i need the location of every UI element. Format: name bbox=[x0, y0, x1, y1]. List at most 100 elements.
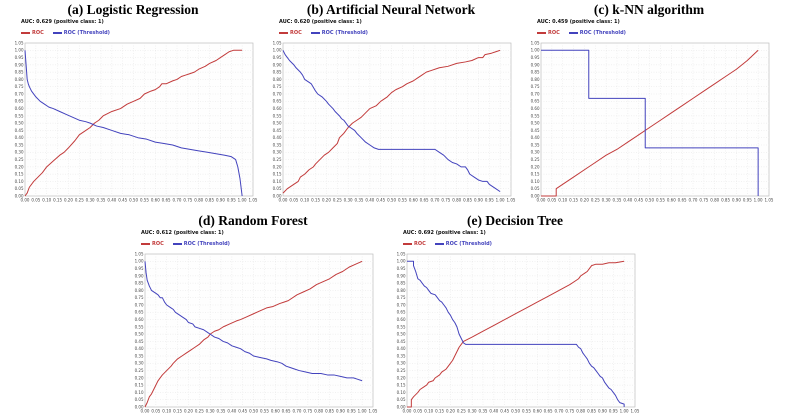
svg-text:0.15: 0.15 bbox=[15, 172, 24, 177]
svg-text:0.70: 0.70 bbox=[135, 302, 144, 307]
roc-line-swatch-icon bbox=[537, 32, 546, 34]
threshold-curve bbox=[144, 261, 363, 382]
svg-text:0.45: 0.45 bbox=[118, 198, 127, 203]
svg-text:0.80: 0.80 bbox=[314, 409, 323, 414]
chart-title-knn-algorithm: (c) k-NN algorithm bbox=[593, 2, 705, 17]
svg-text:0.70: 0.70 bbox=[431, 198, 440, 203]
svg-text:0.35: 0.35 bbox=[397, 353, 406, 358]
svg-text:1.05: 1.05 bbox=[369, 409, 378, 414]
svg-text:0.25: 0.25 bbox=[195, 409, 204, 414]
legend-item-roc-threshold: ROC (Threshold) bbox=[434, 241, 492, 247]
svg-text:0.25: 0.25 bbox=[457, 409, 466, 414]
svg-text:0.15: 0.15 bbox=[569, 198, 578, 203]
svg-text:0.00: 0.00 bbox=[403, 409, 412, 414]
plot-frame bbox=[282, 42, 512, 197]
svg-text:0.50: 0.50 bbox=[135, 332, 144, 337]
legend-label-roc-threshold: ROC (Threshold) bbox=[445, 241, 492, 247]
svg-text:0.05: 0.05 bbox=[547, 198, 556, 203]
chart-block-logistic-regression: (a) Logistic Regression AUC: 0.629 (posi… bbox=[8, 2, 258, 207]
svg-text:0.15: 0.15 bbox=[311, 198, 320, 203]
svg-text:0.65: 0.65 bbox=[162, 198, 171, 203]
svg-text:0.35: 0.35 bbox=[273, 142, 282, 147]
svg-text:0.95: 0.95 bbox=[531, 55, 540, 60]
svg-text:0.90: 0.90 bbox=[397, 273, 406, 278]
svg-text:0.20: 0.20 bbox=[397, 375, 406, 380]
svg-text:0.60: 0.60 bbox=[531, 106, 540, 111]
svg-text:0.00: 0.00 bbox=[135, 404, 144, 409]
plot-legend: ROC ROC (Threshold) bbox=[524, 29, 774, 37]
chart-block-knn-algorithm: (c) k-NN algorithm AUC: 0.459 (positive … bbox=[524, 2, 774, 207]
legend-label-roc-threshold: ROC (Threshold) bbox=[579, 30, 626, 36]
svg-text:0.55: 0.55 bbox=[135, 324, 144, 329]
svg-text:0.10: 0.10 bbox=[300, 198, 309, 203]
legend-label-roc: ROC bbox=[32, 30, 44, 36]
threshold-curve bbox=[407, 260, 625, 407]
svg-text:0.65: 0.65 bbox=[544, 409, 553, 414]
svg-text:1.00: 1.00 bbox=[135, 259, 144, 264]
svg-text:1.05: 1.05 bbox=[15, 40, 24, 45]
svg-text:0.65: 0.65 bbox=[678, 198, 687, 203]
svg-text:0.05: 0.05 bbox=[15, 186, 24, 191]
svg-text:0.85: 0.85 bbox=[397, 281, 406, 286]
svg-text:0.55: 0.55 bbox=[398, 198, 407, 203]
svg-text:0.80: 0.80 bbox=[194, 198, 203, 203]
svg-text:0.90: 0.90 bbox=[598, 409, 607, 414]
svg-text:0.10: 0.10 bbox=[42, 198, 51, 203]
svg-text:0.15: 0.15 bbox=[135, 383, 144, 388]
svg-text:0.60: 0.60 bbox=[151, 198, 160, 203]
threshold-line-swatch-icon bbox=[52, 32, 62, 34]
svg-text:0.30: 0.30 bbox=[273, 150, 282, 155]
svg-text:0.75: 0.75 bbox=[531, 84, 540, 89]
svg-text:0.55: 0.55 bbox=[15, 113, 24, 118]
svg-text:0.55: 0.55 bbox=[531, 113, 540, 118]
svg-text:0.75: 0.75 bbox=[397, 295, 406, 300]
svg-text:0.35: 0.35 bbox=[355, 198, 364, 203]
legend-item-roc: ROC bbox=[403, 241, 426, 247]
plot-frame bbox=[24, 42, 254, 197]
svg-text:0.95: 0.95 bbox=[273, 55, 282, 60]
svg-text:0.85: 0.85 bbox=[463, 198, 472, 203]
svg-text:0.80: 0.80 bbox=[576, 409, 585, 414]
svg-text:0.40: 0.40 bbox=[135, 346, 144, 351]
svg-text:0.40: 0.40 bbox=[107, 198, 116, 203]
svg-text:1.00: 1.00 bbox=[397, 259, 406, 264]
svg-text:0.95: 0.95 bbox=[743, 198, 752, 203]
svg-text:0.50: 0.50 bbox=[511, 409, 520, 414]
roc-plot-knn-algorithm: 0.000.000.050.050.100.100.150.150.200.20… bbox=[531, 40, 774, 203]
svg-text:0.75: 0.75 bbox=[441, 198, 450, 203]
svg-text:0.55: 0.55 bbox=[273, 113, 282, 118]
svg-text:0.85: 0.85 bbox=[587, 409, 596, 414]
svg-text:0.75: 0.75 bbox=[135, 295, 144, 300]
svg-text:0.10: 0.10 bbox=[397, 390, 406, 395]
svg-text:0.00: 0.00 bbox=[397, 404, 406, 409]
svg-text:0.75: 0.75 bbox=[565, 409, 574, 414]
svg-text:1.00: 1.00 bbox=[358, 409, 367, 414]
roc-curve bbox=[407, 260, 625, 408]
svg-text:0.80: 0.80 bbox=[531, 77, 540, 82]
svg-text:0.20: 0.20 bbox=[322, 198, 331, 203]
chart-title-random-forest: (d) Random Forest bbox=[198, 213, 308, 228]
svg-text:0.95: 0.95 bbox=[135, 266, 144, 271]
svg-text:0.50: 0.50 bbox=[387, 198, 396, 203]
svg-text:0.40: 0.40 bbox=[489, 409, 498, 414]
svg-text:0.45: 0.45 bbox=[376, 198, 385, 203]
svg-text:0.80: 0.80 bbox=[135, 288, 144, 293]
svg-text:0.30: 0.30 bbox=[135, 361, 144, 366]
chart-block-decision-tree: (e) Decision Tree AUC: 0.692 (positive c… bbox=[390, 213, 640, 418]
svg-text:0.05: 0.05 bbox=[397, 397, 406, 402]
threshold-curve bbox=[282, 50, 501, 193]
legend-item-roc: ROC bbox=[279, 30, 302, 36]
legend-label-roc: ROC bbox=[152, 241, 164, 247]
svg-text:0.65: 0.65 bbox=[273, 99, 282, 104]
legend-label-roc-threshold: ROC (Threshold) bbox=[321, 30, 368, 36]
plot-legend: ROC ROC (Threshold) bbox=[8, 29, 258, 37]
svg-text:0.70: 0.70 bbox=[173, 198, 182, 203]
svg-text:0.90: 0.90 bbox=[135, 273, 144, 278]
svg-text:0.15: 0.15 bbox=[531, 172, 540, 177]
auc-label: AUC: 0.620 (positive class: 1) bbox=[279, 19, 362, 25]
svg-text:0.50: 0.50 bbox=[273, 121, 282, 126]
svg-text:0.40: 0.40 bbox=[623, 198, 632, 203]
svg-text:0.30: 0.30 bbox=[15, 150, 24, 155]
legend-item-roc-threshold: ROC (Threshold) bbox=[52, 30, 110, 36]
svg-text:0.50: 0.50 bbox=[15, 121, 24, 126]
